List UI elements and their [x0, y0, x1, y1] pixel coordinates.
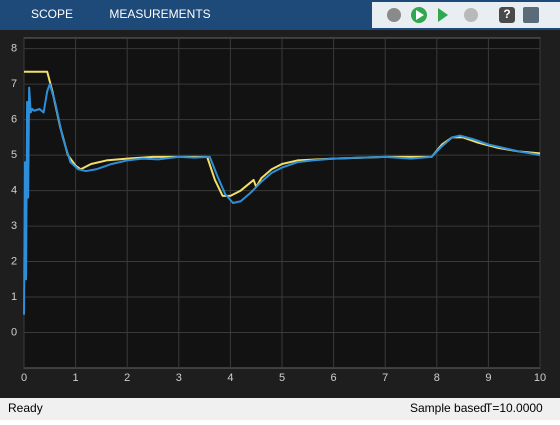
y-tick-label: 2 [11, 255, 17, 267]
y-tick-label: 1 [11, 291, 17, 303]
stop-icon[interactable] [464, 8, 478, 22]
x-tick-label: 5 [279, 372, 285, 384]
status-mode: Sample based [410, 401, 487, 415]
x-tick-label: 6 [331, 372, 337, 384]
y-tick-label: 3 [11, 220, 17, 232]
help-icon[interactable] [499, 7, 515, 23]
y-tick-label: 4 [11, 184, 17, 196]
y-tick-label: 7 [11, 78, 17, 90]
status-time: T=10.0000 [485, 401, 543, 415]
x-tick-label: 2 [124, 372, 130, 384]
settings-icon[interactable] [387, 8, 401, 22]
series-line [23, 83, 541, 315]
toolbar-icons: ? [387, 7, 539, 23]
y-tick-label: 0 [11, 326, 17, 338]
help-glyph: ? [503, 7, 510, 21]
y-tick-label: 5 [11, 149, 17, 161]
x-tick-label: 9 [485, 372, 491, 384]
x-tick-label: 3 [176, 372, 182, 384]
status-bar [0, 398, 560, 420]
x-tick-label: 10 [534, 372, 546, 384]
x-tick-label: 1 [73, 372, 79, 384]
y-tick-label: 8 [11, 43, 17, 55]
step-icon[interactable] [438, 8, 448, 22]
tab[interactable]: MEASUREMENTS [109, 7, 210, 21]
x-tick-label: 8 [434, 372, 440, 384]
status-state: Ready [8, 401, 43, 415]
run-glyph [416, 10, 424, 20]
tab[interactable]: SCOPE [31, 7, 73, 21]
y-tick-label: 6 [11, 114, 17, 126]
x-tick-label: 4 [227, 372, 233, 384]
x-tick-label: 0 [21, 372, 27, 384]
undock-icon[interactable] [523, 7, 539, 23]
x-tick-label: 7 [382, 372, 388, 384]
